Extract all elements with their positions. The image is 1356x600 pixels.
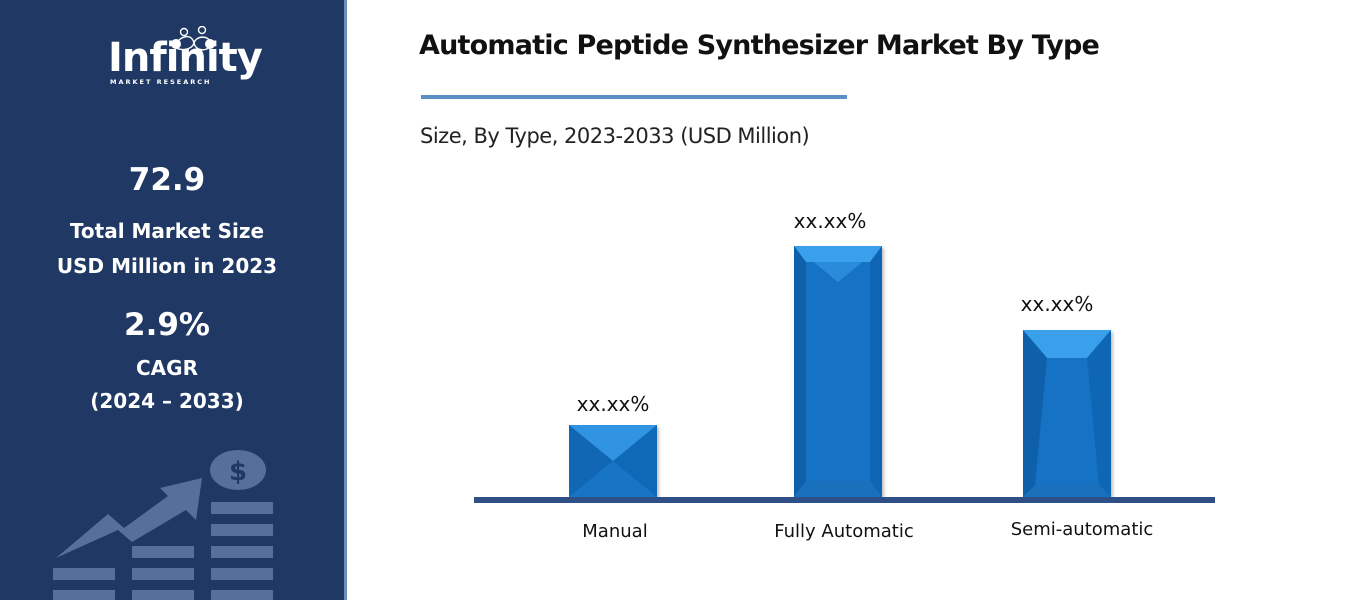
- bar-value-label-semi-automatic: xx.xx%: [1020, 292, 1094, 316]
- svg-text:$: $: [229, 457, 247, 487]
- cagr-period: (2024 – 2033): [90, 389, 244, 413]
- logo-wordmark: Infinity: [108, 35, 263, 81]
- bar-value-label-manual: xx.xx%: [576, 392, 650, 416]
- category-label-manual: Manual: [582, 521, 648, 542]
- market-size-label: Total Market Size: [69, 219, 265, 243]
- bar-semi-automatic: [1023, 330, 1111, 497]
- growth-chart-dollar-icon: $: [53, 450, 273, 600]
- category-label-semi-automatic: Semi-automatic: [1010, 519, 1154, 540]
- bar-bevel: [1023, 330, 1111, 497]
- market-size-value: 72.9: [128, 162, 206, 198]
- category-label-fully-automatic: Fully Automatic: [774, 521, 914, 542]
- bar-bevel: [794, 246, 882, 497]
- infinity-logo: Infinity MARKET RESEARCH: [108, 26, 263, 90]
- market-size-unit: USD Million in 2023: [56, 254, 278, 278]
- sidebar-divider: [344, 0, 347, 600]
- logo-infinity-mark-icon: [171, 26, 215, 51]
- x-axis-line: [474, 497, 1215, 503]
- chart-subtitle: Size, By Type, 2023-2033 (USD Million): [420, 124, 810, 148]
- chart-title: Automatic Peptide Synthesizer Market By …: [419, 30, 1100, 61]
- sidebar-panel: Infinity MARKET RESEARCH 72.9 Total Mark…: [0, 0, 344, 600]
- bar-manual: [569, 425, 657, 497]
- bar-value-label-fully-automatic: xx.xx%: [793, 209, 867, 233]
- title-underline: [421, 95, 847, 99]
- cagr-label: CAGR: [136, 356, 198, 380]
- logo-subtitle: MARKET RESEARCH: [110, 78, 212, 86]
- cagr-value: 2.9%: [124, 307, 210, 343]
- bar-bevel: [569, 425, 657, 497]
- bar-fully-automatic: [794, 246, 882, 497]
